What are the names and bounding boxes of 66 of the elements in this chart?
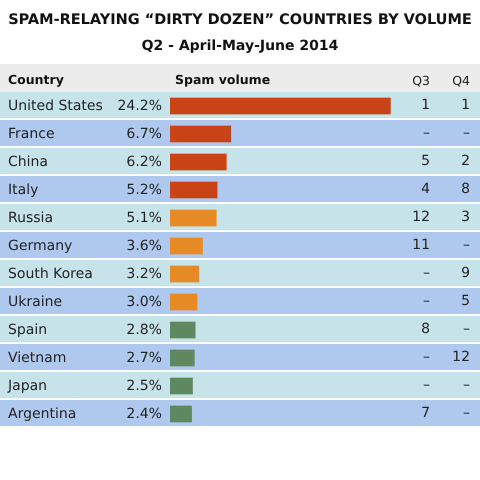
y-tick-label: Argentina [8, 406, 76, 422]
text: 12 [412, 209, 430, 225]
chart-subtitle: Q2 - April-May-June 2014 [140, 38, 340, 54]
text: 4 [421, 181, 430, 197]
text: 7 [421, 405, 430, 421]
y-tick-label: China [8, 154, 48, 170]
text: – [463, 405, 470, 421]
bar [170, 154, 227, 170]
text: – [463, 125, 470, 141]
y-tick-label: Spain [8, 322, 48, 338]
text: 1 [461, 97, 470, 113]
text: 12 [452, 349, 470, 365]
text: 5 [461, 293, 470, 309]
bar [170, 238, 203, 254]
data-label: 5.1% [126, 210, 162, 226]
text: – [423, 265, 430, 281]
data-label: 3.2% [126, 266, 162, 282]
data-label: 24.2% [118, 98, 162, 114]
text: – [463, 237, 470, 253]
text: 8 [461, 181, 470, 197]
text: Q3 [412, 73, 430, 88]
bar [170, 210, 217, 226]
text: – [423, 377, 430, 393]
x-axis-title: Spam volume [175, 72, 270, 87]
text: – [423, 125, 430, 141]
bar [170, 350, 195, 366]
y-tick-label: Germany [8, 238, 72, 254]
text: Q4 [452, 73, 470, 88]
y-tick-label: France [8, 126, 55, 142]
text: – [423, 349, 430, 365]
data-label: 5.2% [126, 182, 162, 198]
data-label: 6.7% [126, 126, 162, 142]
data-label: 6.2% [126, 154, 162, 170]
y-axis-title: Country [8, 72, 64, 87]
bar [170, 378, 193, 394]
bar [170, 266, 200, 282]
text: 5 [421, 153, 430, 169]
bar [170, 126, 232, 142]
text: 11 [412, 237, 430, 253]
bar [170, 182, 218, 198]
text: – [423, 293, 430, 309]
y-tick-label: South Korea [8, 266, 93, 282]
text: – [463, 321, 470, 337]
text: 8 [421, 321, 430, 337]
chart-title: SPAM-RELAYING “DIRTY DOZEN” COUNTRIES BY VOLUME [7, 12, 473, 28]
y-tick-label: Italy [8, 182, 38, 198]
text: 1 [421, 97, 430, 113]
text: 2 [461, 153, 470, 169]
bar [170, 294, 198, 310]
bar [170, 406, 192, 422]
data-label: 2.7% [126, 350, 162, 366]
y-tick-label: Russia [8, 210, 54, 226]
y-tick-label: Ukraine [8, 294, 62, 310]
text: 3 [461, 209, 470, 225]
text: – [463, 377, 470, 393]
data-label: 2.5% [126, 378, 162, 394]
bar [170, 322, 196, 338]
data-label: 2.8% [126, 322, 162, 338]
y-tick-label: Vietnam [8, 350, 66, 366]
data-label: 2.4% [126, 406, 162, 422]
data-label: 3.6% [126, 238, 162, 254]
text: 9 [461, 265, 470, 281]
y-tick-label: Japan [7, 378, 48, 394]
data-label: 3.0% [126, 294, 162, 310]
y-tick-label: United States [8, 98, 103, 114]
bar [170, 98, 391, 114]
